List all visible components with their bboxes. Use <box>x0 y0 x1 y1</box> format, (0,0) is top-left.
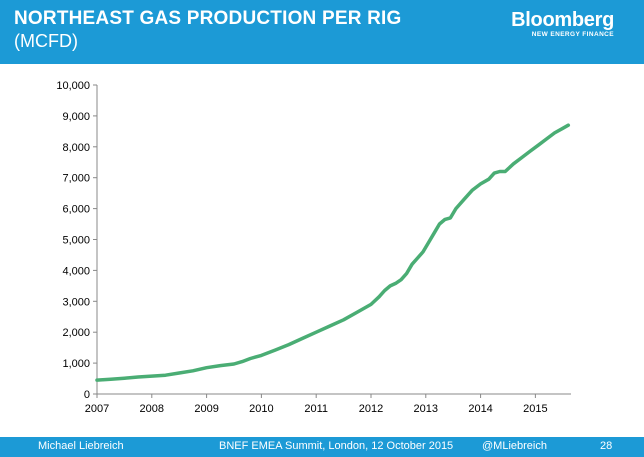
chart-title: NORTHEAST GAS PRODUCTION PER RIG <box>14 8 402 29</box>
footer-author: Michael Liebreich <box>38 440 124 452</box>
y-tick-label: 9,000 <box>62 111 90 123</box>
logo-name: Bloomberg <box>511 9 614 31</box>
bloomberg-logo: Bloomberg NEW ENERGY FINANCE <box>511 10 614 38</box>
x-tick-label: 2011 <box>304 403 328 415</box>
x-tick-label: 2015 <box>523 403 547 415</box>
header-bar: NORTHEAST GAS PRODUCTION PER RIG (MCFD) … <box>0 0 644 64</box>
y-tick-label: 0 <box>84 389 90 401</box>
x-tick-label: 2013 <box>414 403 438 415</box>
line-chart: 0 1,000 2,000 3,000 4,000 5,000 6,000 7,000 8,00… <box>56 80 571 415</box>
x-tick-label: 2010 <box>249 403 273 415</box>
y-tick-label: 1,000 <box>62 358 90 370</box>
logo-subtitle: NEW ENERGY FINANCE <box>531 31 614 38</box>
x-tick-label: 2009 <box>194 403 218 415</box>
x-tick-label: 2007 <box>85 403 109 415</box>
footer-handle: @MLiebreich <box>482 440 547 452</box>
y-tick-label: 7,000 <box>62 173 90 185</box>
y-tick-label: 5,000 <box>62 235 90 247</box>
y-tick-label: 3,000 <box>62 296 90 308</box>
y-tick-label: 6,000 <box>62 204 90 216</box>
y-tick-label: 8,000 <box>62 142 90 154</box>
footer-bar: Michael Liebreich BNEF EMEA Summit, Lond… <box>0 437 644 457</box>
x-tick-label: 2014 <box>468 403 492 415</box>
x-tick-label: 2012 <box>359 403 383 415</box>
x-tick-label: 2008 <box>140 403 164 415</box>
footer-event: BNEF EMEA Summit, London, 12 October 201… <box>219 440 454 452</box>
y-tick-label: 4,000 <box>62 265 90 277</box>
y-tick-label: 10,000 <box>56 80 90 92</box>
chart-subtitle: (MCFD) <box>14 31 78 51</box>
series-line-0 <box>95 123 571 382</box>
y-tick-label: 2,000 <box>62 327 90 339</box>
page-number: 28 <box>600 440 613 452</box>
